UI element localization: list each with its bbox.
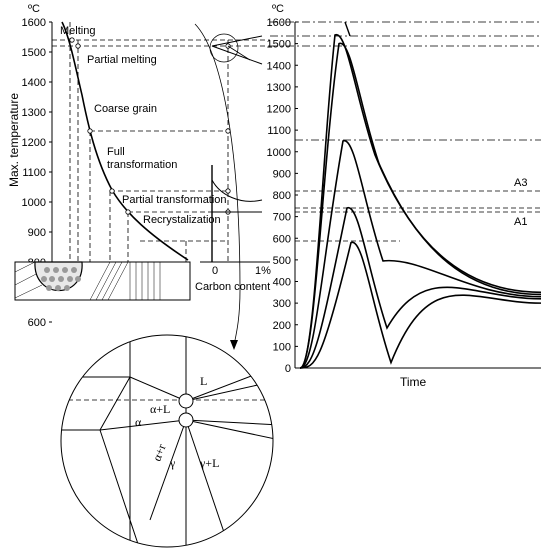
a3-label: A3 xyxy=(514,177,527,189)
label-melting: Melting xyxy=(60,25,95,37)
right-tick-label: 1600 xyxy=(267,17,291,29)
thermal-cycle-curve xyxy=(299,207,541,369)
axis-break-line xyxy=(344,21,351,37)
label-recrystalization: Recrystalization xyxy=(143,214,221,226)
right-tick-label: 1000 xyxy=(267,147,291,159)
phase-label-alpha-gamma: α+r xyxy=(150,442,169,463)
left-guide-lines xyxy=(52,39,270,242)
time-label: Time xyxy=(400,375,427,389)
left-tick-label: 900 xyxy=(28,227,46,239)
right-tick-label: 800 xyxy=(273,190,291,202)
right-tick-label: 1300 xyxy=(267,82,291,94)
right-tick-label: 600 xyxy=(273,233,291,245)
right-tick-label: 200 xyxy=(273,320,291,332)
carbon-content-label: Carbon content xyxy=(195,281,270,293)
label-partial-transformation: Partial transformation xyxy=(122,194,227,206)
curve-points xyxy=(69,37,231,215)
phase-label-gamma-l: γ+L xyxy=(199,456,219,470)
phase-label-alpha-l: α+L xyxy=(150,402,170,416)
circle-inset: L α+L α α+r γ γ+L xyxy=(60,334,274,548)
label-partial-melting: Partial melting xyxy=(87,54,157,66)
phase-axis-one-percent: 1% xyxy=(255,265,271,277)
thermal-curves xyxy=(299,34,541,369)
left-tick-label: 1100 xyxy=(22,167,46,179)
phase-axis-zero: 0 xyxy=(212,265,218,277)
right-tick-label: 500 xyxy=(273,255,291,267)
phase-label-gamma: γ xyxy=(169,456,176,470)
right-tick-label: 900 xyxy=(273,168,291,180)
right-tick-label: 700 xyxy=(273,212,291,224)
label-transformation: transformation xyxy=(107,159,177,171)
left-tick-label: 1400 xyxy=(22,77,46,89)
right-tick-labels: 1600150014001300120011001000900800700600… xyxy=(267,17,298,375)
left-y-axis-label: Max. temperature xyxy=(7,93,21,187)
left-tick-label: 600 xyxy=(28,317,46,329)
thermal-cycle-curve xyxy=(299,42,541,369)
left-panel: ºC Max. temperature 1600 1500 1400 1300 1200… xyxy=(7,3,271,350)
left-tick-label: 1300 xyxy=(22,107,46,119)
label-coarse-grain: Coarse grain xyxy=(94,103,157,115)
right-tick-label: 1100 xyxy=(267,125,291,137)
right-tick-label: 1500 xyxy=(267,39,291,51)
weld-cross-section xyxy=(14,261,191,301)
arrow-head xyxy=(230,340,238,350)
right-tick-label: 300 xyxy=(273,298,291,310)
label-full: Full xyxy=(107,146,125,158)
right-tick-label: 1200 xyxy=(267,104,291,116)
thermal-cycle-curve xyxy=(299,241,541,369)
right-tick-label: 1400 xyxy=(267,60,291,72)
a1-label: A1 xyxy=(514,216,527,228)
left-tick-label: 1200 xyxy=(22,137,46,149)
peak-temperature-curve xyxy=(61,21,189,261)
right-guide-lines xyxy=(270,21,541,141)
phase-label-alpha: α xyxy=(135,415,142,429)
right-unit: ºC xyxy=(272,3,284,15)
right-tick-label: 100 xyxy=(273,341,291,353)
right-tick-label: 400 xyxy=(273,277,291,289)
critical-lines xyxy=(295,190,541,242)
right-panel: ºC 1600150014001300120011001000900800700… xyxy=(267,3,541,389)
left-tick-label: 1600 xyxy=(22,17,46,29)
left-unit: ºC xyxy=(28,3,40,15)
thermal-cycle-curve xyxy=(299,140,541,369)
left-tick-label: 1500 xyxy=(22,47,46,59)
thermal-cycle-curve xyxy=(299,34,541,369)
left-tick-label: 1000 xyxy=(22,197,46,209)
phase-diagram-fragment xyxy=(194,23,263,346)
right-tick-label: 0 xyxy=(285,363,291,375)
phase-label-l: L xyxy=(200,374,207,388)
